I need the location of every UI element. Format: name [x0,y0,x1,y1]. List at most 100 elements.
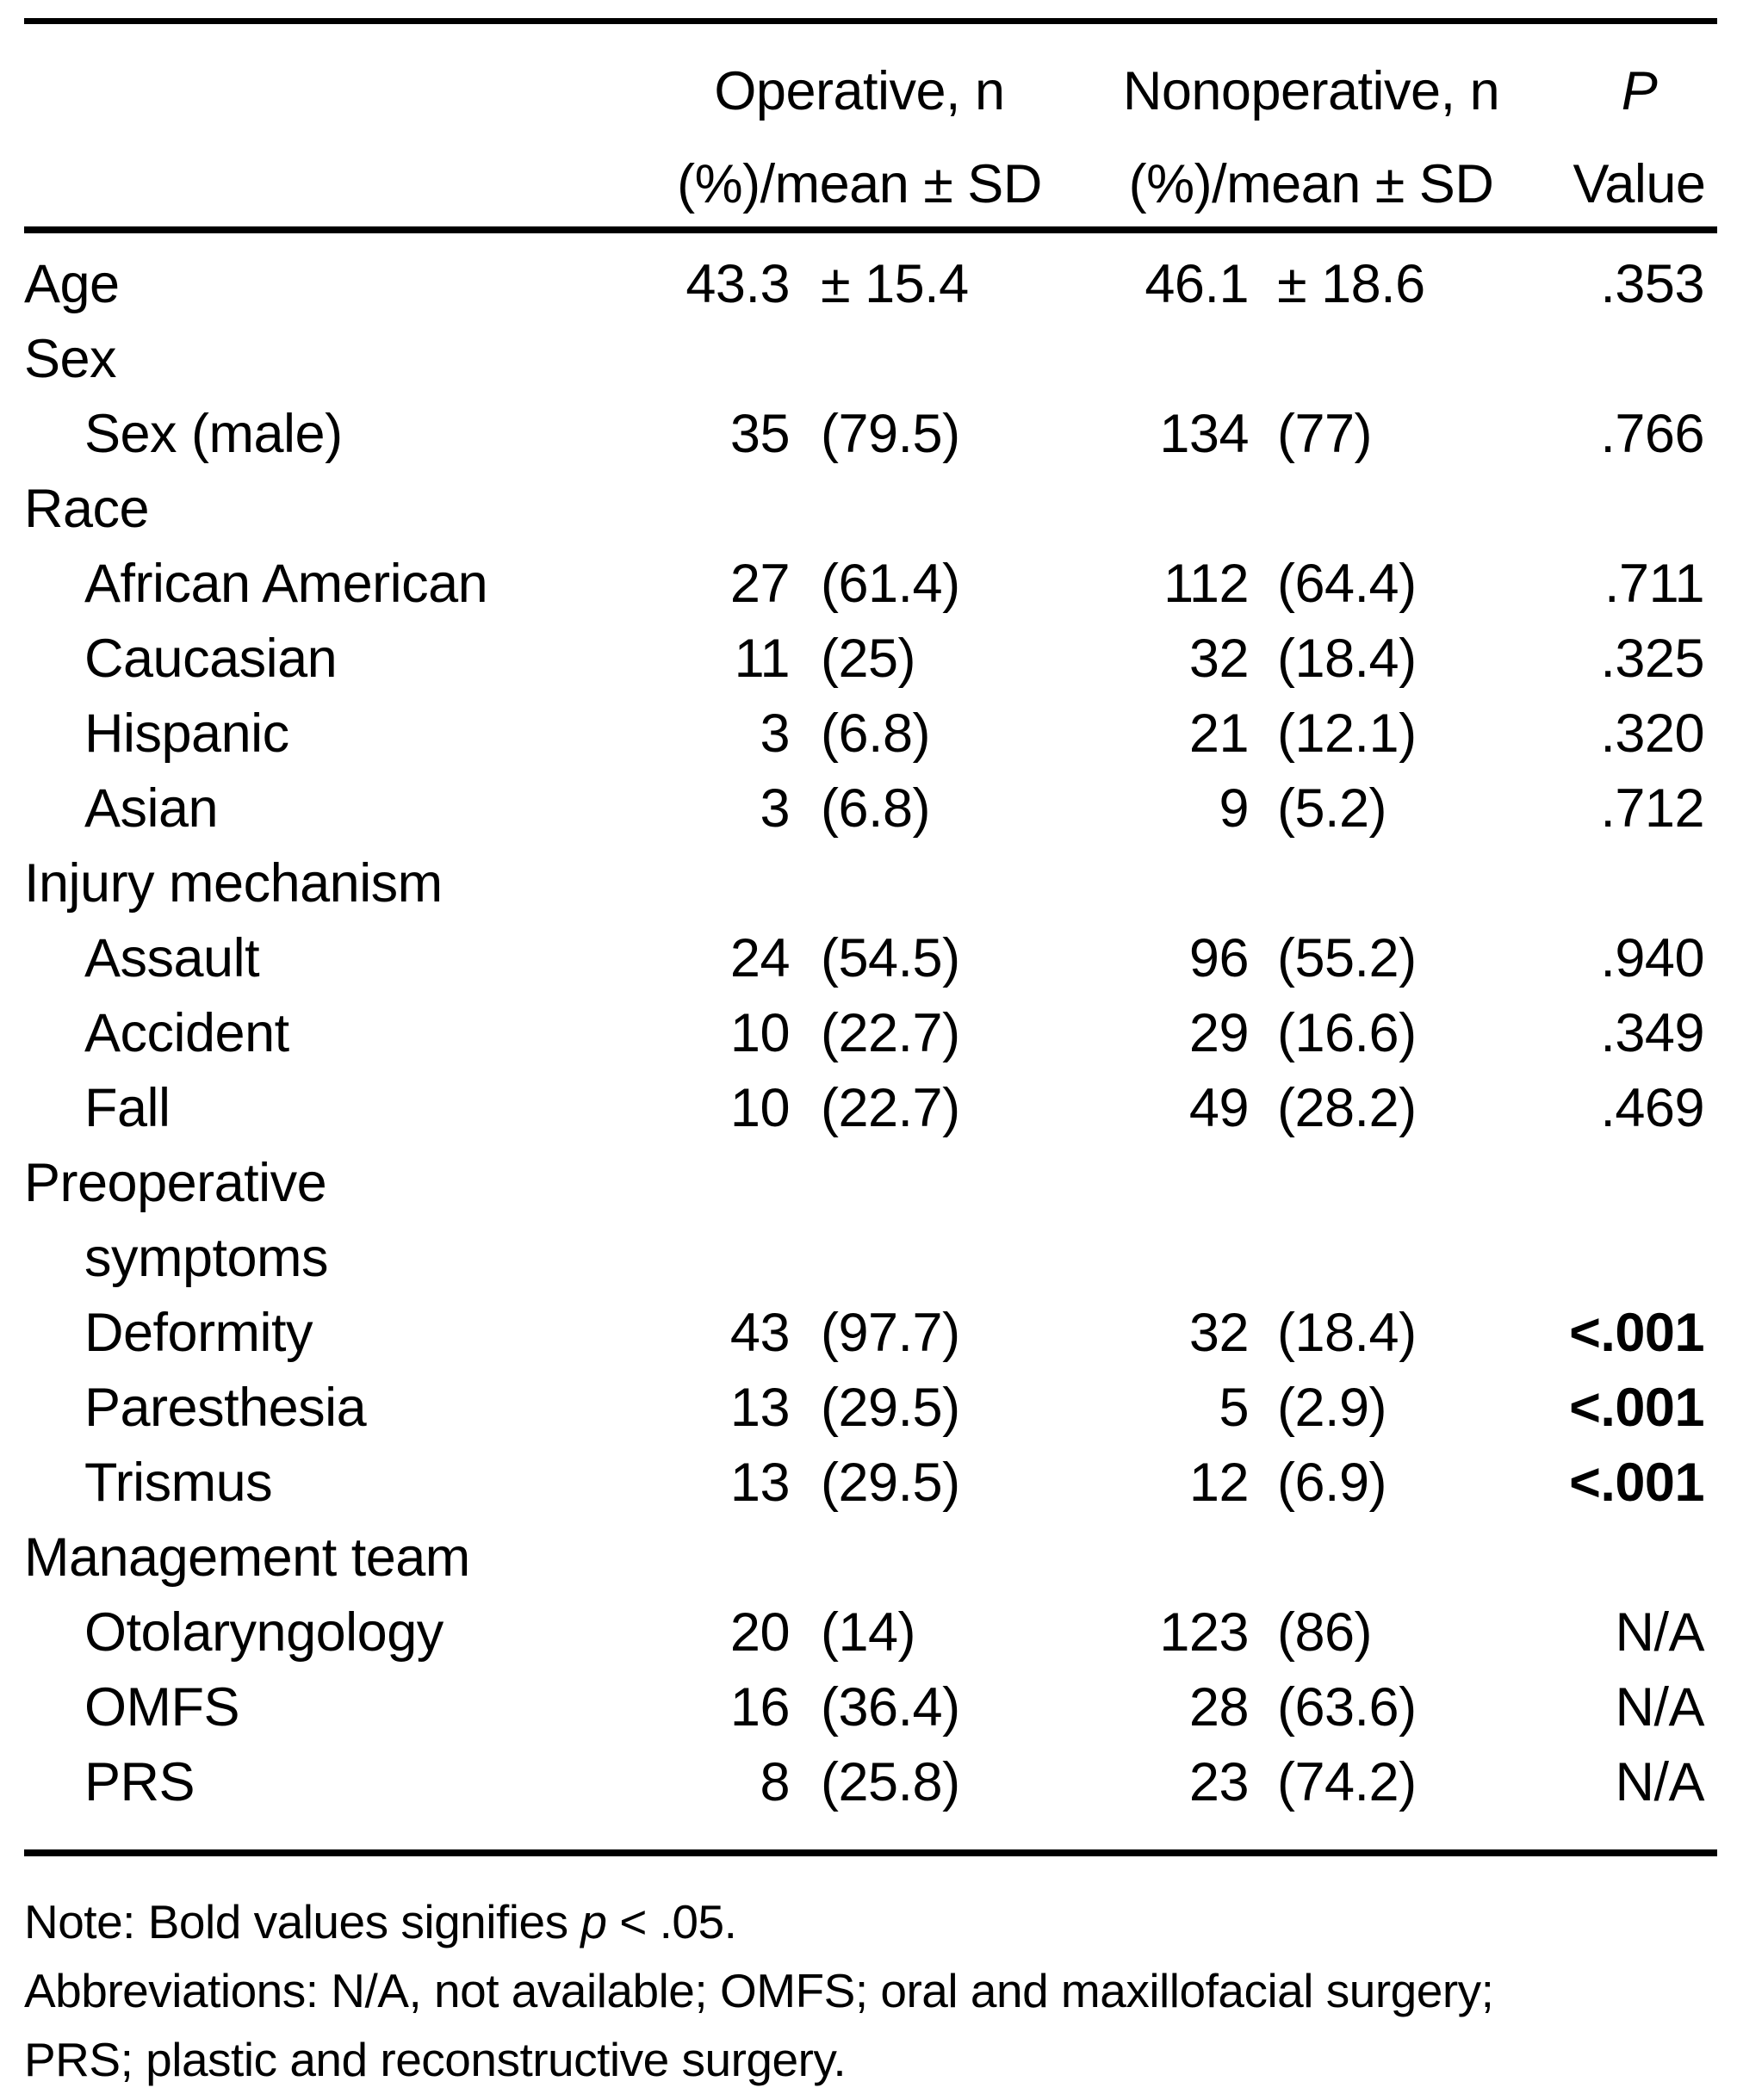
table-row: Age 43.3 ± 15.4 46.1 ± 18.6 .353 [24,247,1717,322]
nonoperative-value: 21 (12.1) [1111,697,1511,771]
column-header-operative-line2: (%)/mean ± SD [677,154,1042,214]
nonoperative-pct: (64.4) [1277,554,1417,614]
operative-pct: (79.5) [821,404,960,464]
category-row: Race [24,472,1717,547]
row-label: African American [24,547,551,622]
row-label: Fall [24,1071,551,1146]
nonoperative-value: 29 (16.6) [1111,996,1511,1071]
nonoperative-value: 28 (63.6) [1111,1670,1511,1745]
table-row: Asian 3 (6.8) 9 (5.2) .712 [24,771,1717,846]
nonoperative-n: 12 [1188,1453,1250,1513]
table-row: Sex (male) 35 (79.5) 134 (77) .766 [24,397,1717,472]
row-label: Race [24,472,551,547]
operative-pct: (6.8) [821,778,931,839]
p-value [1511,1521,1717,1595]
nonoperative-pct: (74.2) [1277,1752,1417,1812]
column-header-nonoperative-line1: Nonoperative, n [1122,61,1500,121]
table-row: African American 27 (61.4) 112 (64.4) .711 [24,547,1717,622]
row-label-text: Age [24,254,120,314]
row-label: Asian [24,771,551,846]
row-label: Trismus [24,1446,551,1521]
nonoperative-pct: (28.2) [1277,1078,1417,1138]
operative-value: 35 (79.5) [551,397,1111,472]
table-row: Trismus 13 (29.5) 12 (6.9) <.001 [24,1446,1717,1521]
p-value: N/A [1615,1677,1704,1738]
p-value: <.001 [1569,1453,1704,1513]
operative-pct: (14) [821,1602,916,1663]
row-label: Preoperative symptoms [24,1146,551,1296]
operative-pct: (29.5) [821,1378,960,1438]
nonoperative-pct: (63.6) [1277,1677,1417,1738]
header-spacer-cell [24,45,551,231]
operative-pct: (61.4) [821,554,960,614]
column-header-p-value: P Value [1511,45,1717,231]
row-label-text: Fall [84,1078,171,1138]
operative-pct: (29.5) [821,1453,960,1513]
note-suffix: < .05. [606,1895,737,1948]
operative-pct: (54.5) [821,928,960,988]
operative-value: 11 (25) [551,622,1111,697]
table-row: Caucasian 11 (25) 32 (18.4) .325 [24,622,1717,697]
nonoperative-value: 32 (18.4) [1111,1296,1511,1371]
nonoperative-value [1111,472,1511,547]
operative-pct: (22.7) [821,1078,960,1138]
note-abbreviations-line2: PRS; plastic and reconstructive surgery. [24,2033,847,2086]
nonoperative-n: 21 [1188,703,1250,764]
operative-pct: (36.4) [821,1677,960,1738]
nonoperative-pct: (18.4) [1277,1303,1417,1363]
nonoperative-n: 49 [1188,1078,1250,1138]
operative-n: 13 [729,1453,791,1513]
row-label-text: Hispanic [84,703,289,764]
nonoperative-value: 123 (86) [1111,1595,1511,1670]
p-value [1511,1146,1717,1296]
row-label: OMFS [24,1670,551,1745]
operative-value: 24 (54.5) [551,921,1111,996]
nonoperative-value [1111,1521,1511,1595]
operative-n: 20 [729,1602,791,1663]
operative-value: 13 (29.5) [551,1446,1111,1521]
operative-pct: (6.8) [821,703,931,764]
nonoperative-pct: (5.2) [1277,778,1387,839]
nonoperative-n: 32 [1188,629,1250,689]
row-label-text: Accident [84,1003,289,1063]
operative-n: 35 [729,404,791,464]
table-row: Assault 24 (54.5) 96 (55.2) .940 [24,921,1717,996]
note-abbreviations-line1: Abbreviations: N/A, not available; OMFS;… [24,1964,1494,2017]
p-value: .353 [1600,254,1704,314]
nonoperative-value: 23 (74.2) [1111,1745,1511,1820]
operative-value [551,1521,1111,1595]
row-label-text: OMFS [84,1677,240,1738]
nonoperative-value [1111,322,1511,397]
operative-pct: (97.7) [821,1303,960,1363]
operative-value: 43 (97.7) [551,1296,1111,1371]
operative-value [551,1146,1111,1296]
row-label: Management team [24,1521,551,1595]
row-label: Sex [24,322,551,397]
operative-n: 3 [760,778,790,839]
row-label: Hispanic [24,697,551,771]
row-label-text: Paresthesia [84,1378,367,1438]
operative-pct: (25.8) [821,1752,960,1812]
operative-n: 10 [729,1078,791,1138]
table-row: Otolaryngology 20 (14) 123 (86) N/A [24,1595,1717,1670]
table-top-rule [24,18,1717,24]
nonoperative-pct: (12.1) [1277,703,1417,764]
column-header-nonoperative: Nonoperative, n (%)/mean ± SD [1111,45,1511,231]
row-label-text: PRS [84,1752,195,1812]
table-body: Age 43.3 ± 15.4 46.1 ± 18.6 .353 Sex Sex (male)… [24,233,1717,1849]
p-value: .712 [1600,778,1704,839]
category-row: Sex [24,322,1717,397]
nonoperative-value: 49 (28.2) [1111,1071,1511,1146]
row-label: Sex (male) [24,397,551,472]
operative-n: 11 [734,629,791,689]
p-value: N/A [1615,1602,1704,1663]
nonoperative-value: 32 (18.4) [1111,622,1511,697]
nonoperative-value: 112 (64.4) [1111,547,1511,622]
operative-n: 43 [729,1303,791,1363]
row-label: Otolaryngology [24,1595,551,1670]
category-row: Injury mechanism [24,846,1717,921]
nonoperative-n: 5 [1219,1378,1249,1438]
row-label-text: African American [84,554,488,614]
row-label: Paresthesia [24,1371,551,1446]
